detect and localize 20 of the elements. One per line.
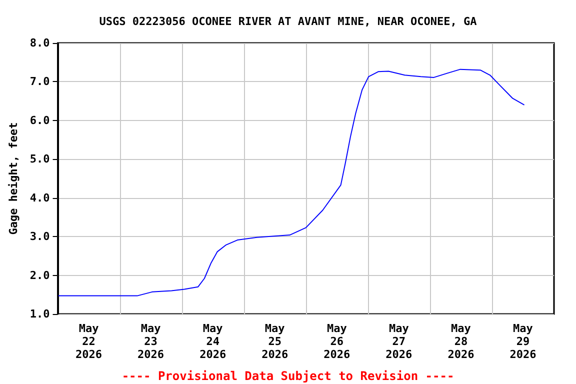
y-tick-label: 8.0 xyxy=(30,36,50,50)
x-tick-label: May 24 2026 xyxy=(200,322,226,361)
y-tick-label: 3.0 xyxy=(30,230,50,244)
x-tick-label: May 28 2026 xyxy=(448,322,475,361)
line-series xyxy=(58,68,525,296)
y-tick-label: 5.0 xyxy=(30,152,50,166)
y-tick-label: 7.0 xyxy=(30,75,50,88)
text: ---- Provisional Data Subject to Revision ---- xyxy=(122,369,454,383)
y-axis-title: Gage height, feet xyxy=(7,122,20,235)
x-tick-label: May 26 2026 xyxy=(324,322,351,361)
x-tick-label: May 25 2026 xyxy=(262,322,288,361)
y-tick-label: 2.0 xyxy=(30,268,50,282)
y-tick-label: 1.0 xyxy=(30,308,50,320)
y-tick-label: 4.0 xyxy=(30,191,50,204)
x-tick-label: May 27 2026 xyxy=(386,322,413,361)
x-tick-label: May 29 2026 xyxy=(510,322,537,361)
chart-title: USGS 02223056 OCONEE RIVER AT AVANT MINE, NEAR OCONEE, GA xyxy=(99,15,478,28)
x-tick-label: May 23 2026 xyxy=(138,322,164,361)
x-tick-label: May 22 2026 xyxy=(76,322,102,361)
y-tick-label: 6.0 xyxy=(30,114,50,127)
